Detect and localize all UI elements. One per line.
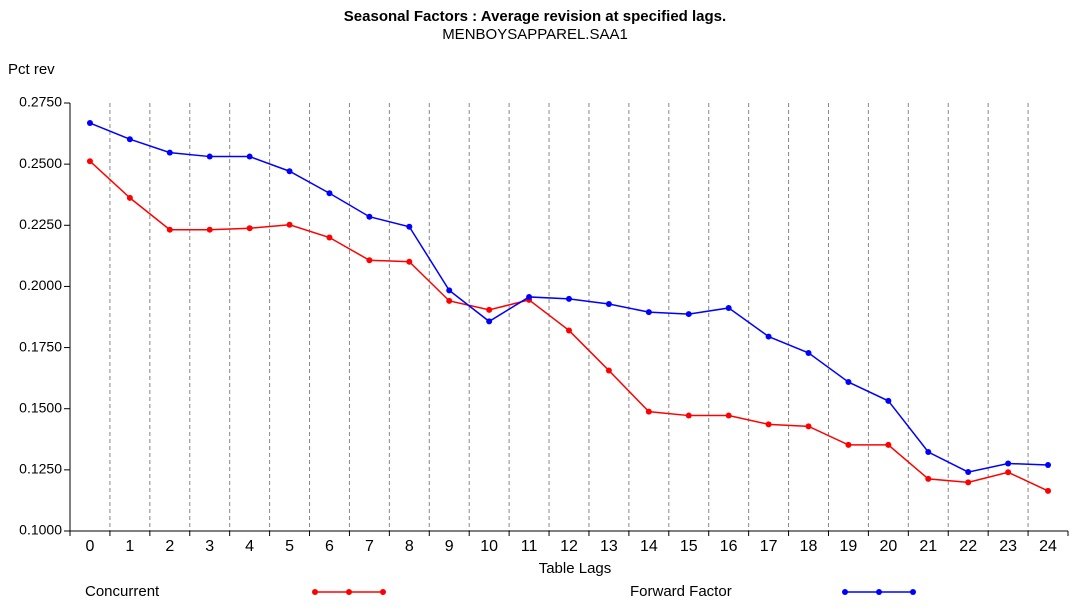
data-point: [326, 190, 333, 197]
data-point: [446, 287, 453, 294]
data-point: [605, 301, 612, 308]
legend-marker: [876, 589, 882, 595]
data-point: [1045, 487, 1052, 494]
data-point: [86, 120, 93, 127]
y-tick-label: 0.2750: [19, 94, 62, 110]
data-point: [366, 213, 373, 220]
x-tick-label: 16: [720, 538, 738, 555]
data-point: [486, 318, 493, 325]
data-point: [885, 441, 892, 448]
x-tick-label: 18: [800, 538, 818, 555]
data-point: [645, 408, 652, 415]
data-point: [725, 412, 732, 419]
x-tick-label: 13: [600, 538, 618, 555]
data-point: [526, 293, 533, 300]
legend-marker: [346, 589, 352, 595]
data-point: [765, 421, 772, 428]
data-point: [486, 306, 493, 313]
x-tick-label: 19: [840, 538, 858, 555]
chart-subtitle: MENBOYSAPPAREL.SAA1: [442, 26, 628, 43]
data-point: [566, 295, 572, 302]
data-point: [805, 349, 812, 356]
data-point: [685, 311, 692, 318]
x-tick-label: 7: [365, 538, 374, 555]
x-axis-label: Table Lags: [539, 560, 612, 577]
data-point: [845, 441, 852, 448]
legend-label: Forward Factor: [630, 583, 732, 600]
data-point: [1005, 460, 1012, 467]
legend-marker: [842, 589, 848, 595]
legend-label: Concurrent: [85, 583, 160, 600]
data-point: [685, 412, 692, 419]
y-tick-label: 0.1500: [19, 399, 62, 415]
data-point: [286, 221, 293, 228]
x-tick-label: 4: [245, 538, 254, 555]
x-tick-label: 21: [919, 538, 937, 555]
data-point: [566, 327, 572, 334]
y-tick-label: 0.1250: [19, 461, 62, 477]
x-tick-label: 24: [1039, 538, 1057, 555]
x-tick-label: 17: [760, 538, 778, 555]
y-tick-label: 0.2500: [19, 155, 62, 171]
legend-marker: [312, 589, 318, 595]
data-point: [725, 304, 732, 311]
data-point: [86, 158, 93, 165]
legend-marker: [910, 589, 916, 595]
x-tick-label: 6: [325, 538, 334, 555]
legend-marker: [380, 589, 386, 595]
data-point: [845, 379, 852, 386]
x-tick-label: 14: [640, 538, 658, 555]
x-tick-label: 20: [879, 538, 897, 555]
x-tick-label: 5: [285, 538, 294, 555]
data-point: [605, 367, 612, 374]
x-tick-label: 1: [125, 538, 134, 555]
data-point: [166, 149, 173, 156]
x-tick-label: 11: [521, 538, 538, 555]
y-axis-label: Pct rev: [8, 61, 55, 78]
data-point: [246, 153, 253, 160]
data-point: [645, 309, 652, 316]
data-point: [925, 449, 932, 456]
x-tick-label: 8: [405, 538, 414, 555]
y-tick-label: 0.1750: [19, 338, 62, 354]
x-tick-label: 22: [959, 538, 977, 555]
y-tick-label: 0.2000: [19, 277, 62, 293]
x-tick-label: 15: [680, 538, 698, 555]
data-point: [166, 226, 173, 233]
x-tick-label: 10: [480, 538, 498, 555]
data-point: [326, 234, 333, 241]
data-point: [406, 258, 413, 265]
x-tick-label: 9: [445, 538, 454, 555]
data-point: [206, 153, 213, 160]
data-point: [126, 136, 133, 143]
data-point: [765, 333, 772, 340]
y-tick-label: 0.1000: [19, 522, 62, 538]
data-point: [126, 194, 133, 201]
y-tick-label: 0.2250: [19, 216, 62, 232]
data-point: [885, 397, 892, 404]
x-tick-label: 12: [560, 538, 578, 555]
data-point: [206, 226, 213, 233]
data-point: [366, 257, 373, 264]
data-point: [965, 479, 972, 486]
data-point: [406, 223, 413, 230]
data-point: [1005, 469, 1012, 476]
data-point: [286, 168, 293, 175]
x-tick-label: 3: [205, 538, 214, 555]
x-tick-label: 23: [999, 538, 1017, 555]
data-point: [965, 469, 972, 476]
data-point: [1045, 461, 1052, 468]
data-point: [246, 225, 253, 232]
data-point: [925, 475, 932, 482]
data-point: [446, 297, 453, 304]
data-point: [805, 423, 812, 430]
x-tick-label: 0: [86, 538, 95, 555]
series-line: [89, 160, 1049, 492]
x-tick-label: 2: [165, 538, 174, 555]
chart-title: Seasonal Factors : Average revision at s…: [344, 8, 726, 25]
